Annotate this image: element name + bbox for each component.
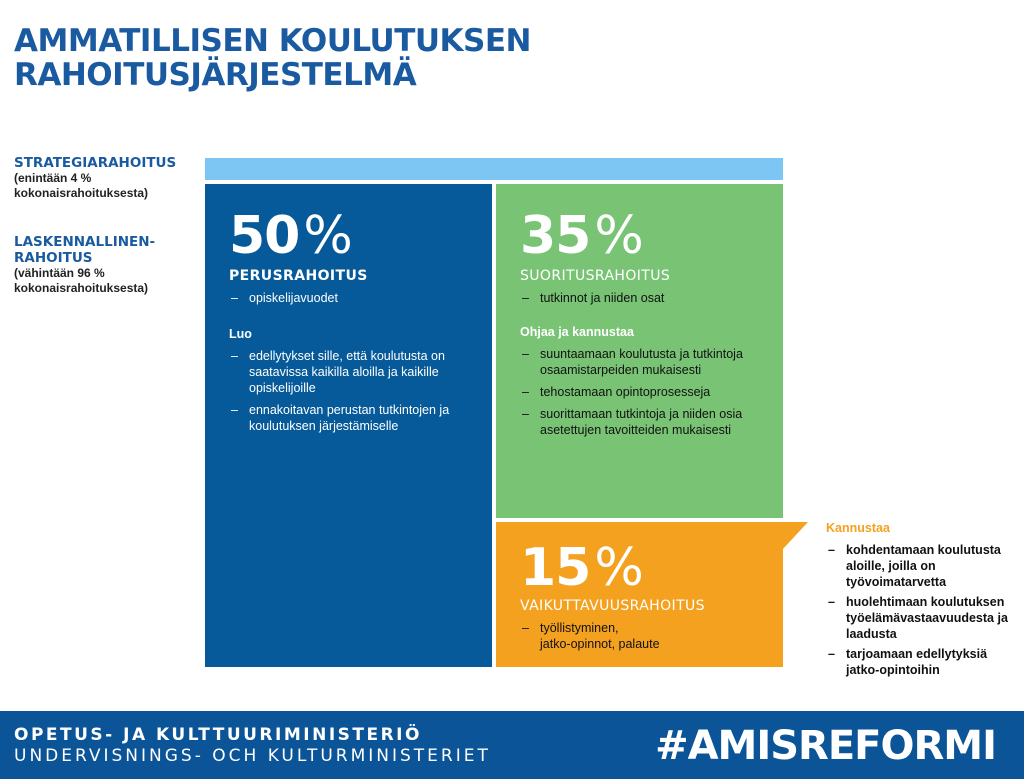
strategy-funding-heading: STRATEGIARAHOITUS: [14, 155, 177, 171]
performance-funding-basis: tutkinnot ja niiden osat: [520, 290, 769, 306]
list-item: ennakoitavan perustan tutkintojen ja kou…: [229, 402, 478, 434]
effectiveness-funding-basis: työllistyminen, jatko-opinnot, palaute: [520, 620, 769, 652]
basic-funding-basis: opiskelijavuodet: [229, 290, 478, 306]
title-line-2: RAHOITUSJÄRJESTELMÄ: [14, 57, 417, 93]
performance-funding-box: 35% SUORITUSRAHOITUS tutkinnot ja niiden…: [496, 184, 783, 518]
callout-pointer: [782, 522, 808, 550]
calculated-funding-share: (vähintään 96 % kokonaisrahoituksesta): [14, 266, 194, 296]
performance-funding-basis-list: tutkinnot ja niiden osat: [520, 290, 769, 312]
callout-items: kohdentamaan koulutusta aloille, joilla …: [826, 542, 1016, 678]
strategy-funding-label: STRATEGIARAHOITUS (enintään 4 % kokonais…: [14, 155, 194, 201]
basic-funding-basis-list: opiskelijavuodet: [229, 290, 478, 312]
list-item: tehostamaan opintoprosesseja: [520, 384, 769, 400]
calculated-heading-line-1: LASKENNALLINEN-: [14, 234, 156, 250]
strategy-funding-bar: [205, 158, 783, 180]
effectiveness-funding-number: 15: [520, 538, 591, 598]
strategy-funding-share: (enintään 4 % kokonaisrahoituksesta): [14, 171, 194, 201]
list-item: huolehtimaan koulutuksen työelämävastaav…: [826, 594, 1016, 642]
list-item: suuntaamaan koulutusta ja tutkintoja osa…: [520, 346, 769, 378]
calculated-funding-label: LASKENNALLINEN- RAHOITUS (vähintään 96 %…: [14, 234, 194, 296]
calculated-share-line-1: (vähintään 96 %: [14, 266, 105, 280]
performance-funding-percentage: 35%: [520, 206, 644, 266]
calculated-funding-heading: LASKENNALLINEN- RAHOITUS: [14, 234, 194, 266]
ministry-name-swedish: UNDERVISNINGS- OCH KULTURMINISTERIET: [14, 746, 491, 766]
strategy-share-line-1: (enintään 4 %: [14, 171, 92, 185]
campaign-hashtag: #AMISREFORMI: [655, 723, 997, 769]
effectiveness-funding-percentage: 15%: [520, 538, 644, 598]
basic-funding-box: 50% PERUSRAHOITUS opiskelijavuodet Luo e…: [205, 184, 492, 667]
effectiveness-basis-line-1: työllistyminen,: [540, 621, 619, 635]
basic-funding-unit: %: [303, 206, 352, 266]
list-item: tarjoamaan edellytyksiä jatko-opintoihin: [826, 646, 1016, 678]
basic-funding-number: 50: [229, 206, 300, 266]
effectiveness-funding-basis-list: työllistyminen, jatko-opinnot, palaute: [520, 620, 769, 658]
performance-funding-unit: %: [594, 206, 643, 266]
basic-funding-name: PERUSRAHOITUS: [229, 268, 368, 284]
effectiveness-basis-line-2: jatko-opinnot, palaute: [540, 637, 660, 651]
effectiveness-funding-unit: %: [594, 538, 643, 598]
basic-funding-section-title: Luo: [229, 327, 252, 341]
basic-funding-percentage: 50%: [229, 206, 353, 266]
list-item: edellytykset sille, että koulutusta on s…: [229, 348, 478, 396]
strategy-share-line-2: kokonaisrahoituksesta): [14, 186, 149, 200]
effectiveness-funding-box: 15% VAIKUTTAVUUSRAHOITUS työllistyminen,…: [496, 522, 783, 667]
performance-funding-name: SUORITUSRAHOITUS: [520, 268, 671, 284]
performance-funding-number: 35: [520, 206, 591, 266]
performance-funding-section-title: Ohjaa ja kannustaa: [520, 325, 634, 339]
callout-heading: Kannustaa: [826, 521, 890, 535]
calculated-share-line-2: kokonaisrahoituksesta): [14, 281, 149, 295]
ministry-name-finnish: OPETUS- JA KULTTUURIMINISTERIÖ: [14, 725, 422, 745]
calculated-heading-line-2: RAHOITUS: [14, 250, 93, 266]
list-item: suorittamaan tutkintoja ja niiden osia a…: [520, 406, 769, 438]
basic-funding-items: edellytykset sille, että koulutusta on s…: [229, 348, 478, 440]
page-title: AMMATILLISEN KOULUTUKSEN RAHOITUSJÄRJEST…: [14, 23, 532, 93]
effectiveness-callout: Kannustaa kohdentamaan koulutusta aloill…: [826, 520, 1016, 682]
list-item: kohdentamaan koulutusta aloille, joilla …: [826, 542, 1016, 590]
effectiveness-funding-name: VAIKUTTAVUUSRAHOITUS: [520, 598, 705, 614]
ministry-logo-text: OPETUS- JA KULTTUURIMINISTERIÖ UNDERVISN…: [14, 725, 491, 767]
footer-banner: OPETUS- JA KULTTUURIMINISTERIÖ UNDERVISN…: [0, 711, 1024, 779]
title-line-1: AMMATILLISEN KOULUTUKSEN: [14, 23, 532, 59]
performance-funding-items: suuntaamaan koulutusta ja tutkintoja osa…: [520, 346, 769, 444]
